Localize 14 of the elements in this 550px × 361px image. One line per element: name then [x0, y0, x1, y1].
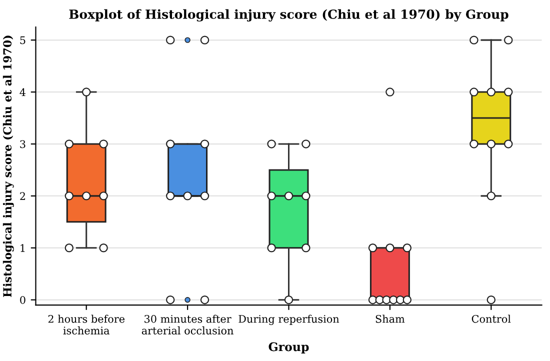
x-tick-label: 30 minutes after arterial occlusion — [142, 314, 234, 334]
x-tick-label: During reperfusion — [238, 314, 340, 325]
y-tick-label: 2 — [20, 192, 26, 200]
y-tick-label: 4 — [20, 88, 26, 96]
x-tick-label: Sham — [376, 314, 405, 323]
y-tick-label: 1 — [20, 244, 25, 252]
x-axis-title: Group — [268, 342, 309, 354]
x-tick-label: 2 hours before ischemia — [48, 314, 125, 334]
y-tick-label: 0 — [20, 296, 26, 304]
y-axis-title: Histological injury score (Chiu et al 1970) — [2, 36, 14, 297]
y-tick-label: 3 — [20, 140, 26, 148]
y-tick-label: 5 — [20, 36, 26, 44]
chart-title: Boxplot of Histological injury score (Chiu et al 1970) by Group — [69, 9, 508, 22]
x-tick-label: Control — [472, 314, 511, 323]
